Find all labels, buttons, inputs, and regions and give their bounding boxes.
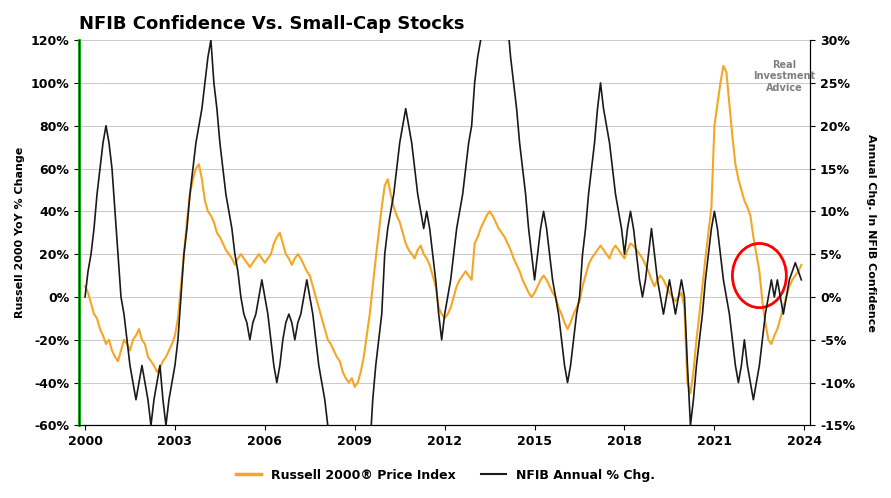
Y-axis label: Annual Chg. In NFIB Confidence: Annual Chg. In NFIB Confidence bbox=[866, 134, 876, 332]
Text: NFIB Confidence Vs. Small-Cap Stocks: NFIB Confidence Vs. Small-Cap Stocks bbox=[79, 15, 464, 33]
Y-axis label: Russell 2000 YoY % Change: Russell 2000 YoY % Change bbox=[15, 147, 25, 318]
Legend: Russell 2000® Price Index, NFIB Annual % Chg.: Russell 2000® Price Index, NFIB Annual %… bbox=[231, 464, 660, 487]
Text: Real
Investment
Advice: Real Investment Advice bbox=[753, 60, 815, 93]
